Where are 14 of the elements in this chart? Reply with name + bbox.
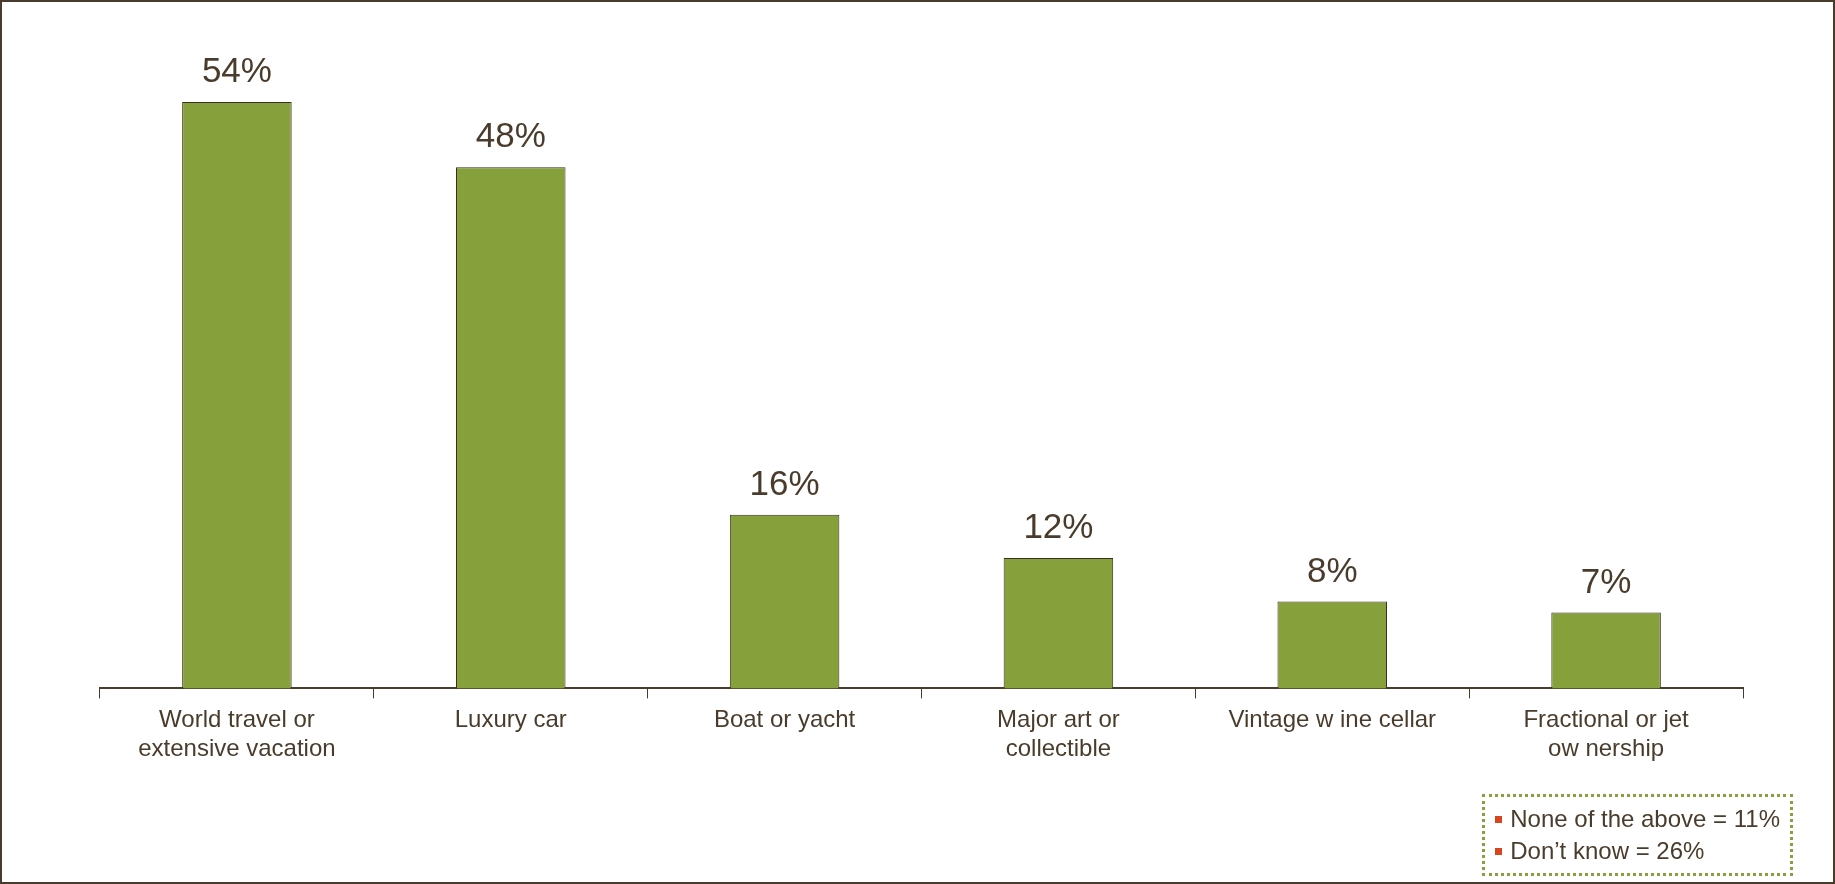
data-label: 16% (749, 462, 820, 502)
x-tick-label: World travel or extensive vacation (138, 705, 336, 762)
data-label: 8% (1306, 549, 1358, 589)
data-label: 7% (1580, 560, 1632, 600)
data-label: 54% (201, 50, 272, 90)
x-tick-label: Major art or collectible (997, 705, 1120, 762)
x-tick-label: Fractional or jet ow nership (1523, 705, 1690, 762)
x-tick-label: Vintage w ine cellar (1228, 705, 1437, 733)
x-tick-label: Boat or yacht (713, 705, 856, 733)
data-label: 48% (475, 115, 546, 155)
text: Don’t know = 26% (1510, 836, 1705, 866)
text: None of the above = 11% (1510, 804, 1780, 834)
x-tick-label: Luxury car (454, 705, 567, 733)
data-label: 12% (1023, 506, 1094, 546)
